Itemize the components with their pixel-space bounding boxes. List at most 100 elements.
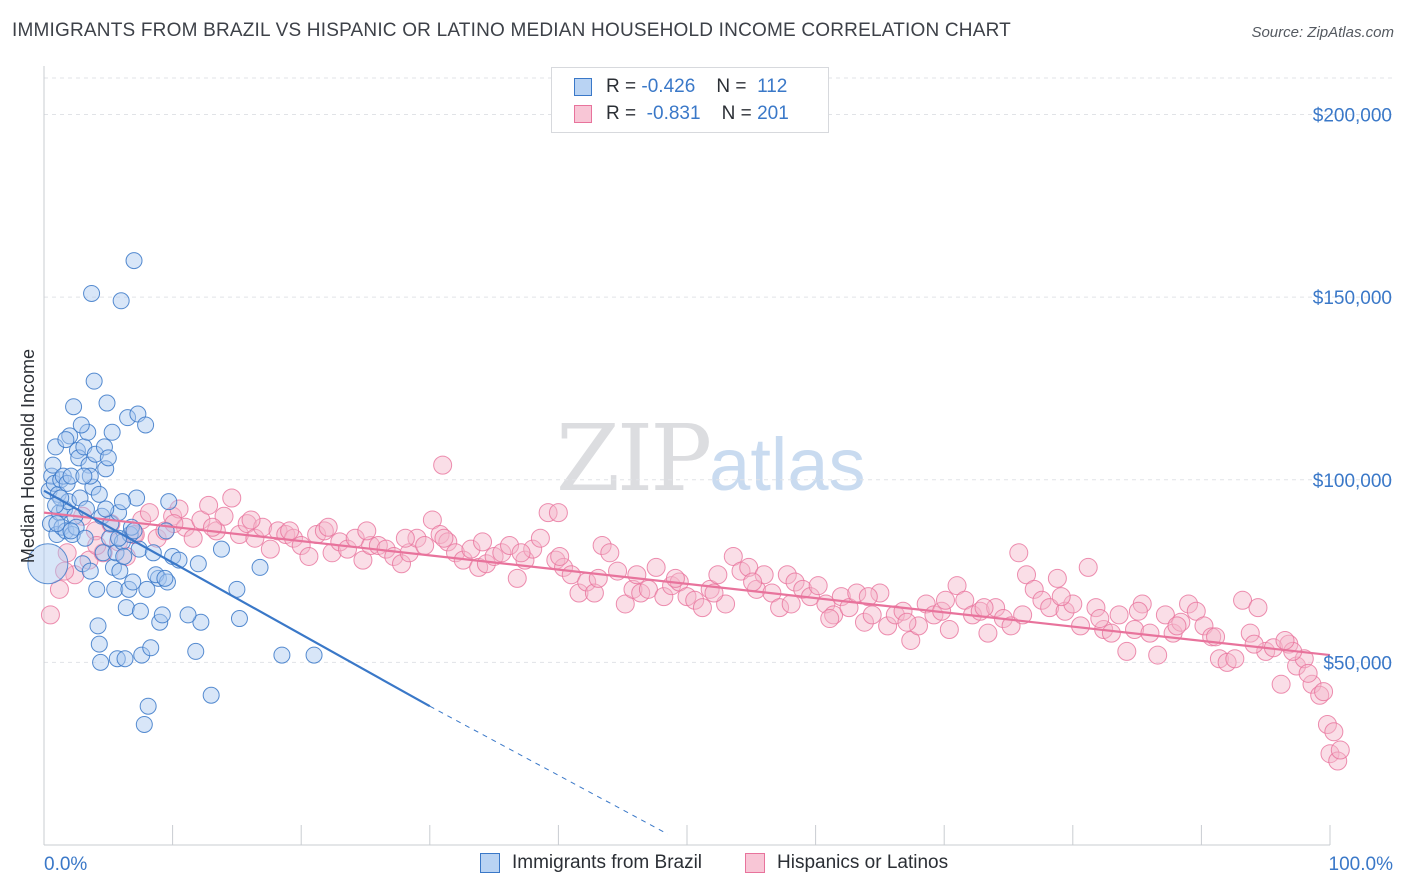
data-point-hispanic — [183, 528, 203, 548]
data-point-hispanic — [1233, 590, 1253, 610]
data-point-hispanic — [781, 594, 801, 614]
data-point-brazil — [86, 445, 104, 463]
data-point-hispanic — [202, 517, 222, 537]
data-point-hispanic — [627, 565, 647, 585]
data-point-brazil — [135, 715, 153, 733]
data-point-hispanic — [858, 587, 878, 607]
data-point-hispanic — [1117, 641, 1137, 661]
series-legend: Immigrants from Brazil Hispanics or Lati… — [0, 852, 1406, 878]
legend-n-value: 112 — [757, 76, 788, 97]
watermark: ZIPatlas — [556, 405, 865, 512]
data-point-brazil — [111, 562, 129, 580]
data-point-brazil — [137, 416, 155, 434]
legend-item-brazil[interactable]: Immigrants from Brazil — [480, 852, 702, 874]
data-point-brazil — [94, 544, 112, 562]
data-point-brazil — [62, 522, 80, 540]
data-point-hispanic — [415, 536, 435, 556]
data-point-hispanic — [1051, 587, 1071, 607]
data-point-hispanic — [299, 546, 319, 566]
data-point-hispanic — [554, 557, 574, 577]
tick-labels: $50,000 $100,000 $150,000 $200,000 0.0% 100.0… — [18, 106, 1393, 875]
data-point-brazil — [90, 635, 108, 653]
data-point-brazil — [112, 292, 130, 310]
data-point-brazil — [124, 573, 142, 591]
data-point-brazil — [48, 515, 66, 533]
data-point-hispanic — [222, 488, 242, 508]
data-point-brazil — [88, 580, 106, 598]
data-point-hispanic — [511, 543, 531, 563]
data-point-hispanic — [85, 521, 105, 541]
data-point-hispanic — [353, 550, 373, 570]
data-point-brazil — [79, 423, 97, 441]
legend-item-hispanic[interactable]: Hispanics or Latinos — [745, 852, 948, 874]
data-point-hispanic — [1040, 598, 1060, 618]
data-point-hispanic — [40, 605, 60, 625]
legend-r-label: R = — [606, 103, 637, 124]
data-point-hispanic — [1248, 598, 1268, 618]
data-point-hispanic — [1240, 623, 1260, 643]
y-axis-label: Median Household Income — [18, 349, 38, 563]
data-point-hispanic — [395, 528, 415, 548]
data-point-brazil — [138, 580, 156, 598]
data-point-hispanic — [754, 565, 774, 585]
data-point-hispanic — [947, 576, 967, 596]
data-point-hispanic — [199, 495, 219, 515]
data-point-brazil — [160, 493, 178, 511]
data-point-brazil — [156, 569, 174, 587]
data-point-hispanic — [1148, 645, 1168, 665]
trend-lines — [43, 489, 1331, 835]
data-point-hispanic — [1017, 565, 1037, 585]
data-point-hispanic — [646, 557, 666, 577]
data-point-hispanic — [1140, 623, 1160, 643]
data-point-brazil — [80, 456, 98, 474]
legend-item-label: Hispanics or Latinos — [777, 852, 949, 873]
data-point-brazil — [305, 646, 323, 664]
data-point-hispanic — [588, 568, 608, 588]
data-point-hispanic — [1055, 601, 1075, 621]
data-point-hispanic — [878, 616, 898, 636]
data-point-hispanic — [1320, 744, 1340, 764]
data-point-brazil — [273, 646, 291, 664]
data-point-hispanic — [1294, 649, 1314, 669]
data-point-hispanic — [280, 521, 300, 541]
data-point-hispanic — [793, 579, 813, 599]
y-tick-label: $100,000 — [1313, 471, 1392, 492]
data-point-hispanic — [523, 539, 543, 559]
legend-swatch-pink — [574, 105, 592, 123]
data-point-brazil — [95, 438, 113, 456]
data-point-hispanic — [692, 598, 712, 618]
data-point-hispanic — [1032, 590, 1052, 610]
data-point-hispanic — [1244, 634, 1264, 654]
data-point-hispanic — [1179, 594, 1199, 614]
data-point-hispanic — [407, 528, 427, 548]
data-point-hispanic — [1171, 612, 1191, 632]
data-point-brazil — [113, 493, 131, 511]
data-point-hispanic — [685, 590, 705, 610]
data-point-hispanic — [1186, 601, 1206, 621]
data-point-hispanic — [955, 590, 975, 610]
data-point-hispanic — [1024, 579, 1044, 599]
data-point-hispanic — [93, 543, 113, 563]
data-point-brazil — [128, 489, 146, 507]
data-point-hispanic — [507, 568, 527, 588]
data-point-brazil — [83, 284, 101, 302]
data-point-hispanic — [434, 528, 454, 548]
data-point-hispanic — [1128, 601, 1148, 621]
data-point-hispanic — [1086, 598, 1106, 618]
data-point-hispanic — [870, 583, 890, 603]
data-point-hispanic — [584, 583, 604, 603]
data-point-hispanic — [57, 543, 77, 563]
data-point-hispanic — [476, 554, 496, 574]
data-point-hispanic — [55, 561, 75, 581]
data-point-brazil — [97, 460, 115, 478]
data-point-hispanic — [974, 598, 994, 618]
data-point-hispanic — [665, 568, 685, 588]
data-point-hispanic — [716, 594, 736, 614]
data-point-hispanic — [147, 528, 167, 548]
legend-item-label: Immigrants from Brazil — [512, 852, 703, 873]
data-point-brazil — [81, 467, 99, 485]
y-tick-label: $150,000 — [1313, 288, 1392, 309]
data-point-brazil — [230, 610, 248, 628]
data-point-brazil — [75, 467, 93, 485]
